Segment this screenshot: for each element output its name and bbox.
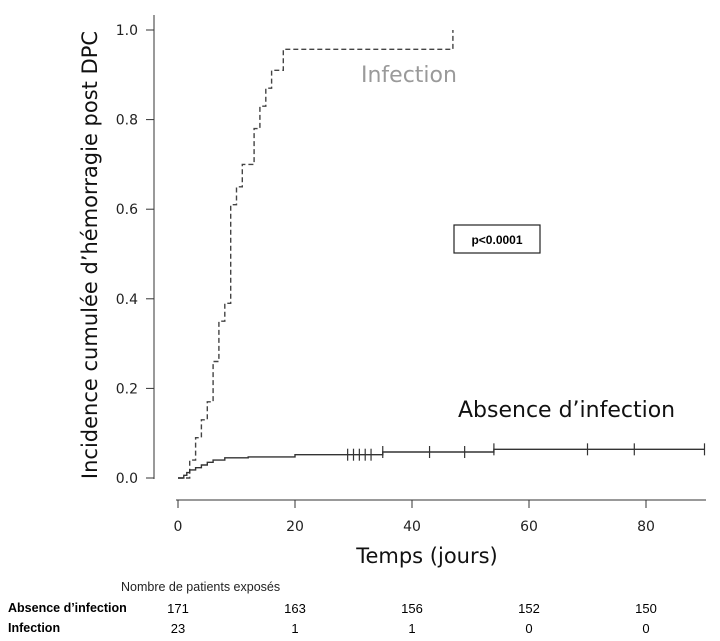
series-line-absence-infection bbox=[178, 448, 705, 479]
y-tick-label: 1.0 bbox=[116, 23, 138, 39]
x-tick-label: 80 bbox=[637, 519, 655, 535]
risk-value: 0 bbox=[642, 621, 650, 636]
risk-row-label-infection: Infection bbox=[8, 621, 61, 635]
series-label-absence: Absence d’infection bbox=[458, 398, 675, 423]
risk-table-title: Nombre de patients exposés bbox=[121, 580, 281, 594]
risk-value: 152 bbox=[518, 601, 540, 616]
p-value-box: p<0.0001 bbox=[453, 224, 541, 254]
risk-value: 156 bbox=[401, 601, 423, 616]
risk-value: 23 bbox=[170, 621, 186, 636]
risk-value: 150 bbox=[635, 601, 657, 616]
x-tick-label: 0 bbox=[174, 519, 183, 535]
risk-row-label-absence: Absence d’infection bbox=[8, 601, 127, 615]
risk-value: 1 bbox=[408, 621, 416, 636]
y-tick-label: 0.4 bbox=[116, 292, 138, 308]
km-chart: 0.0 0.2 0.4 0.6 0.8 1.0 0 20 40 60 80 Incidence c… bbox=[78, 15, 706, 568]
series-line-infection bbox=[178, 30, 454, 479]
x-tick-label: 40 bbox=[403, 519, 421, 535]
y-ticks: 0.0 0.2 0.4 0.6 0.8 1.0 bbox=[116, 23, 154, 487]
axes bbox=[153, 15, 706, 501]
y-tick-label: 0.8 bbox=[116, 113, 138, 129]
x-axis-title: Temps (jours) bbox=[355, 544, 498, 568]
p-value-text: p<0.0001 bbox=[471, 233, 522, 247]
x-ticks: 0 20 40 60 80 bbox=[174, 500, 655, 535]
risk-value: 0 bbox=[525, 621, 533, 636]
series-label-infection: Infection bbox=[361, 63, 457, 88]
y-tick-label: 0.2 bbox=[116, 381, 138, 397]
risk-value: 1 bbox=[291, 621, 299, 636]
y-tick-label: 0.0 bbox=[116, 471, 138, 487]
x-tick-label: 60 bbox=[520, 519, 538, 535]
y-tick-label: 0.6 bbox=[116, 202, 138, 218]
x-tick-label: 20 bbox=[286, 519, 304, 535]
risk-value: 171 bbox=[167, 601, 189, 616]
y-axis-title: Incidence cumulée d’hémorragie post DPC bbox=[78, 31, 102, 479]
risk-value: 163 bbox=[284, 601, 306, 616]
series-layer bbox=[178, 30, 706, 479]
